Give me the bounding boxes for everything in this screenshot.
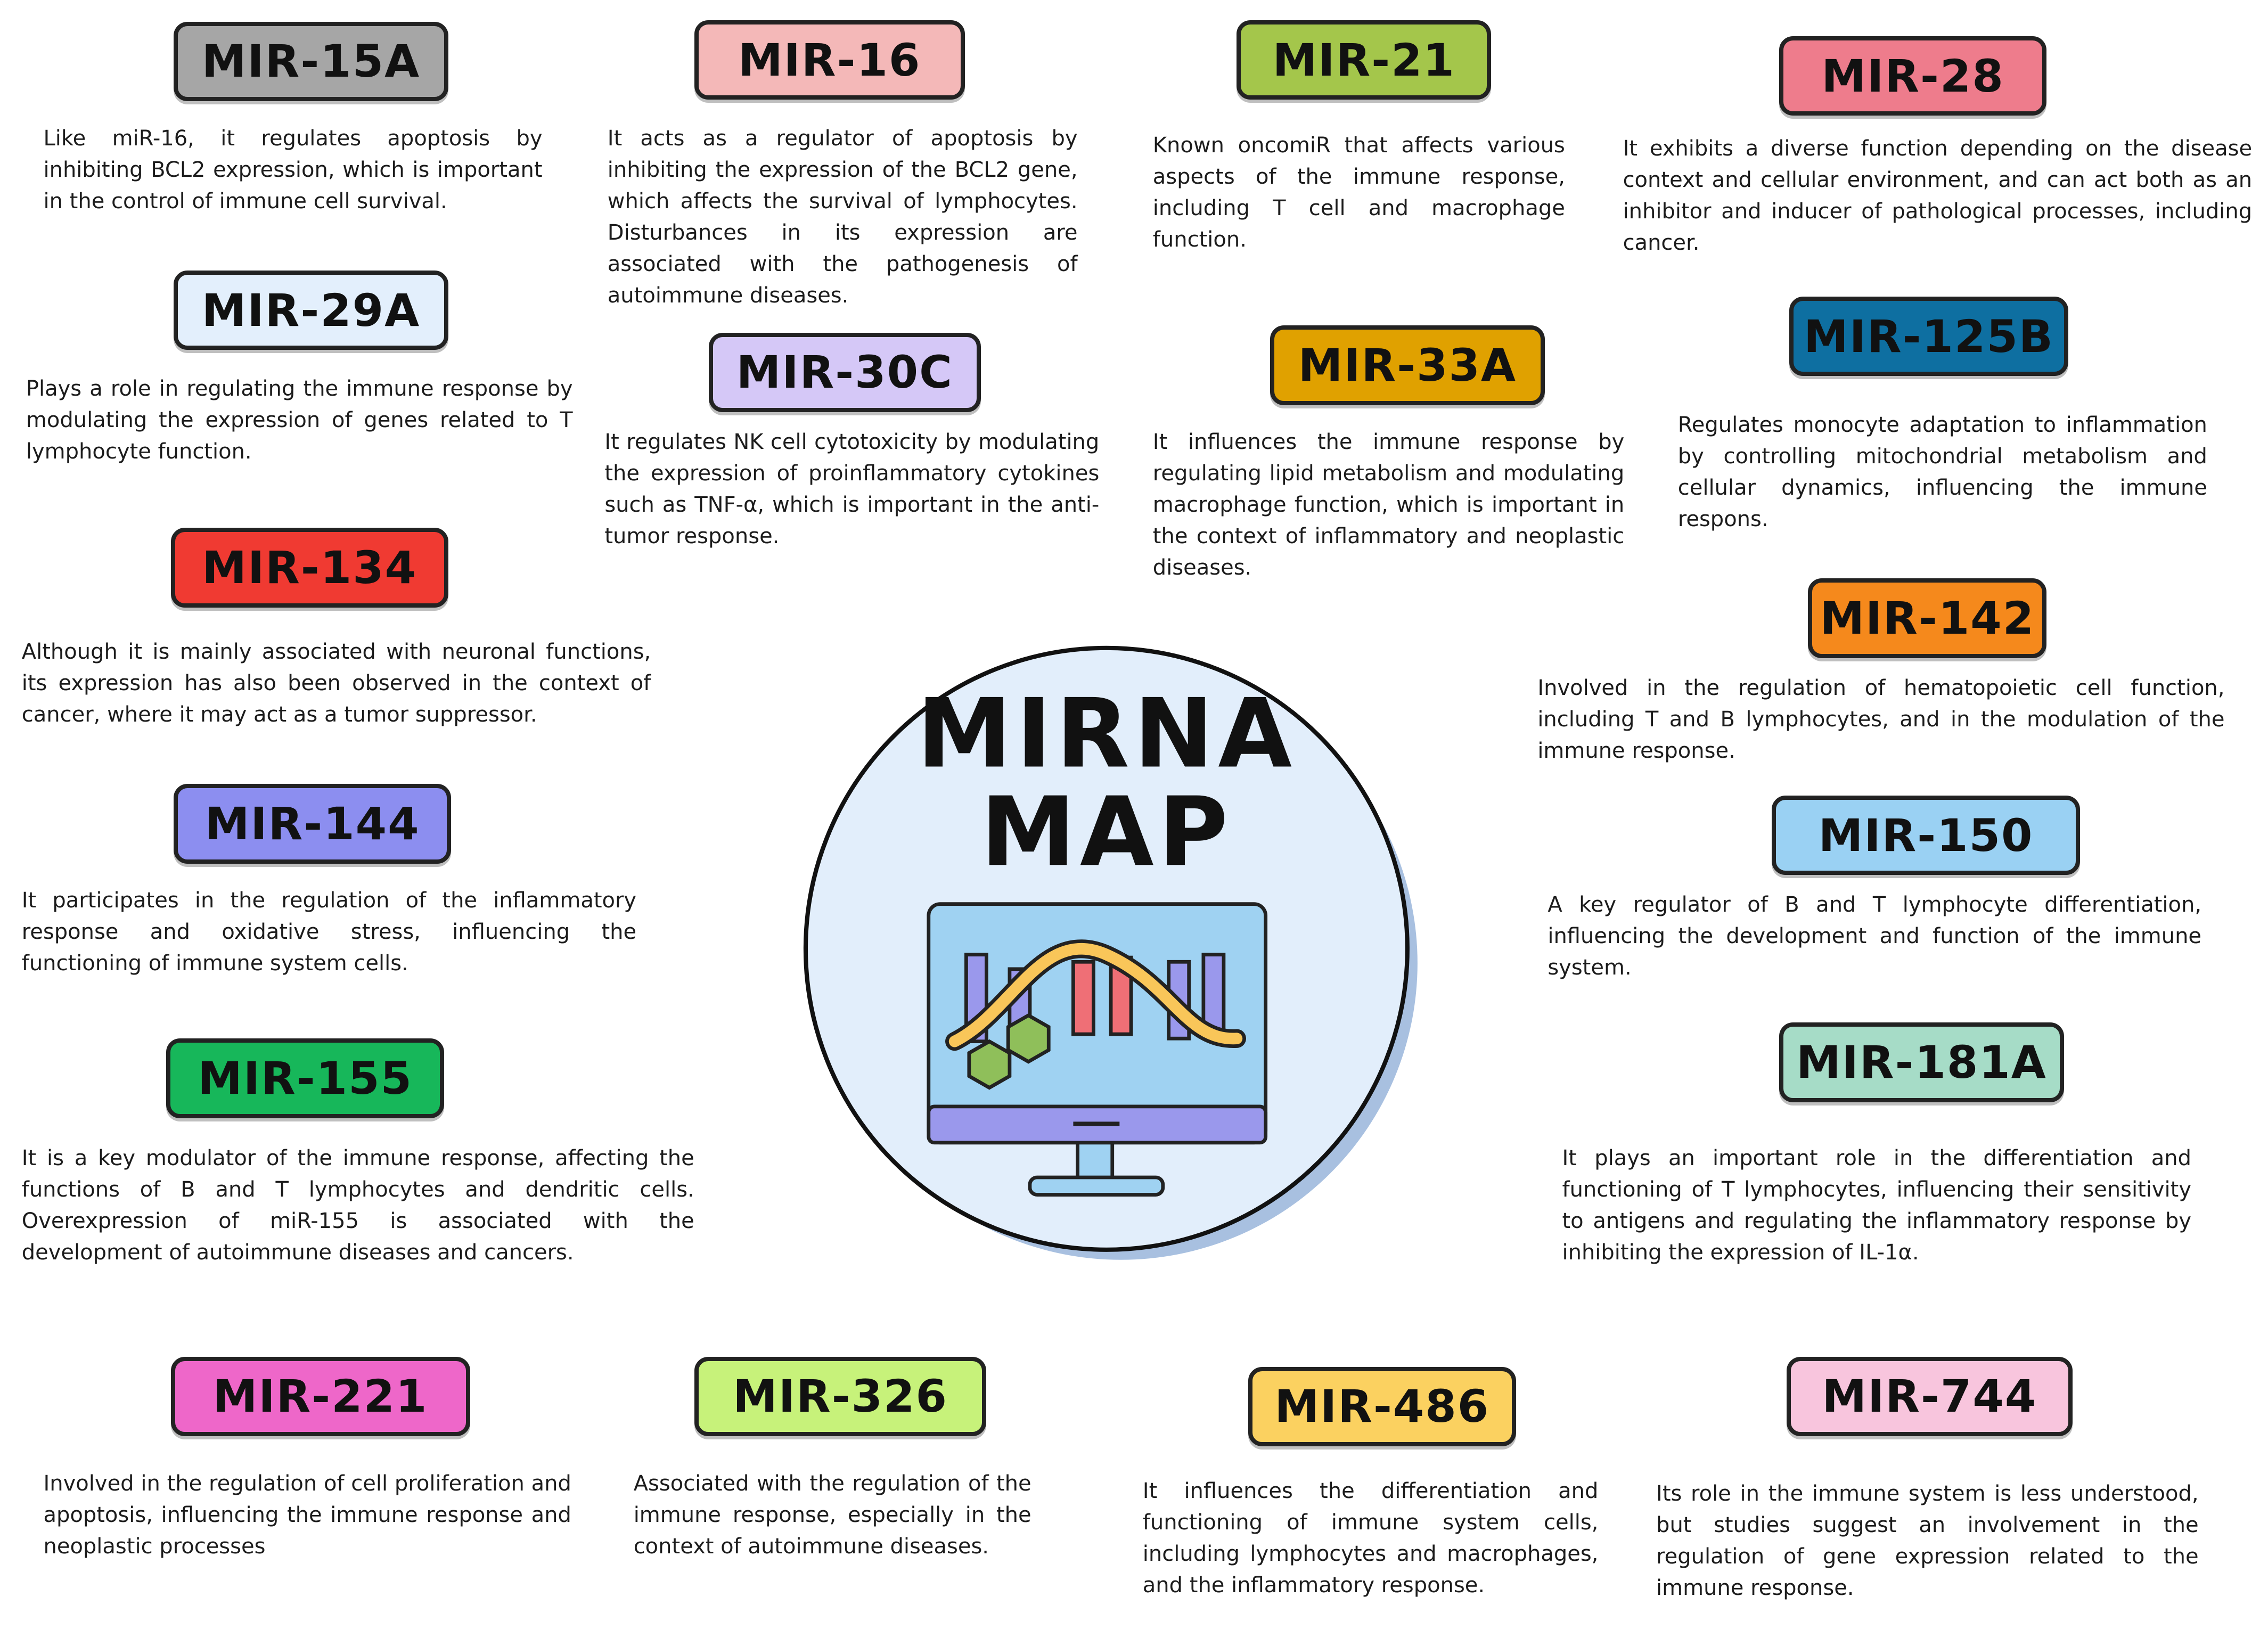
mirna-description: Its role in the immune system is less un…: [1656, 1481, 2199, 1600]
mirna-label: MIR-15A: [173, 21, 448, 102]
mirna-label: MIR-150: [1772, 795, 2080, 875]
mirna-description: Involved in the regulation of hematopoie…: [1537, 676, 2225, 764]
mirna-label: MIR-326: [694, 1356, 987, 1437]
mirna-description: It exhibits a diverse function depending…: [1623, 136, 2253, 255]
mirna-description: Involved in the regulation of cell proli…: [43, 1471, 571, 1559]
mirna-label: MIR-16: [694, 20, 965, 100]
mirna-description: It participates in the regulation of the…: [21, 888, 637, 976]
mirna-label: MIR-29A: [173, 270, 448, 350]
computer-icon: [927, 902, 1268, 1197]
mirna-description: Associated with the regulation of the im…: [633, 1471, 1031, 1559]
mirna-description: A key regulator of B and T lymphocyte di…: [1548, 892, 2202, 980]
mirna-description: It is a key modulator of the immune resp…: [21, 1145, 694, 1265]
mirna-label: MIR-144: [173, 784, 452, 864]
mirna-label: MIR-486: [1248, 1366, 1516, 1447]
mirna-label: MIR-33A: [1270, 325, 1545, 405]
mirna-label: MIR-142: [1808, 578, 2047, 658]
mirna-description: It influences the differentiation and fu…: [1142, 1478, 1599, 1598]
mirna-description: Known oncomiR that affects various aspec…: [1152, 133, 1565, 252]
mirna-description: Regulates monocyte adaptation to inflamm…: [1677, 412, 2207, 531]
title-line: MIRNA: [917, 679, 1297, 790]
mirna-description: It regulates NK cell cytotoxicity by mod…: [604, 430, 1100, 549]
mirna-description: It plays an important role in the differ…: [1562, 1145, 2192, 1265]
mirna-label: MIR-28: [1779, 36, 2047, 116]
mirna-description: Plays a role in regulating the immune re…: [26, 376, 573, 464]
mirna-description: It influences the immune response by reg…: [1152, 430, 1625, 580]
mirna-description: Like miR-16, it regulates apoptosis by i…: [43, 126, 543, 214]
mirna-label: MIR-221: [170, 1356, 470, 1437]
mirna-label: MIR-181A: [1779, 1022, 2064, 1102]
title-line: MAP: [980, 777, 1232, 888]
mirna-label: MIR-155: [166, 1038, 444, 1118]
mirna-label: MIR-30C: [708, 332, 981, 413]
mirna-description: Although it is mainly associated with ne…: [21, 640, 651, 727]
mirna-label: MIR-125B: [1789, 296, 2069, 376]
mirna-description: It acts as a regulator of apoptosis by i…: [607, 126, 1078, 308]
mirna-label: MIR-134: [170, 528, 448, 608]
mirna-label: MIR-744: [1786, 1356, 2073, 1437]
mirna-label: MIR-21: [1237, 20, 1492, 100]
